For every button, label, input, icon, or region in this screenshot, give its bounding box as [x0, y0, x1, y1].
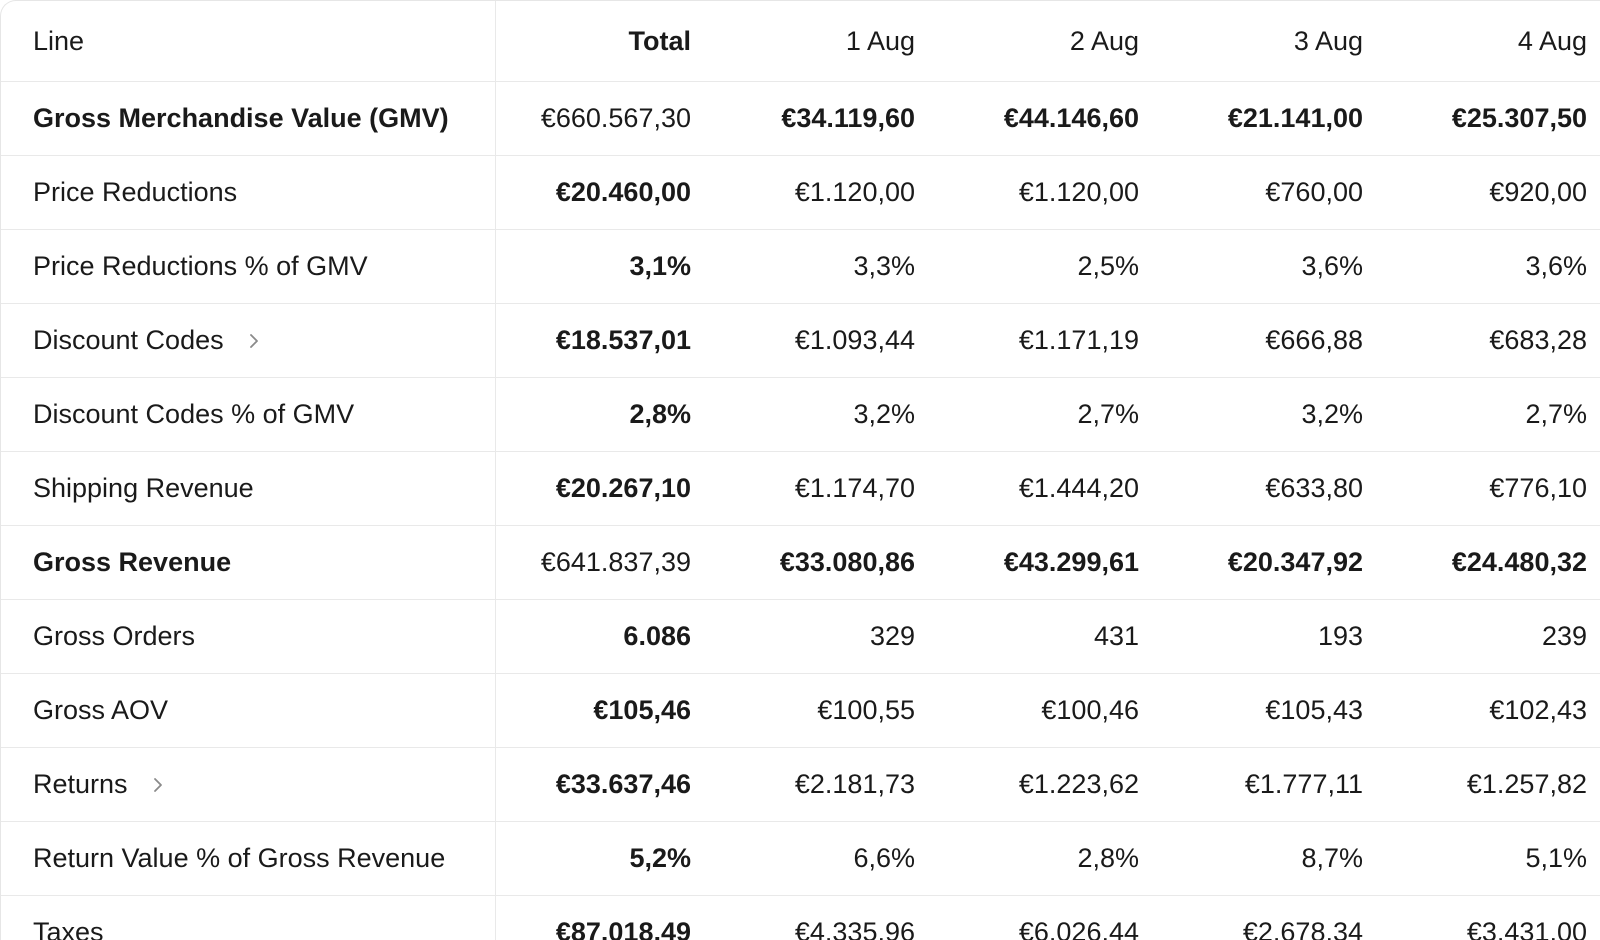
row-label-cell[interactable]: Returns: [1, 747, 496, 822]
row-total: €660.567,30: [495, 81, 719, 156]
row-total: €18.537,01: [495, 303, 719, 378]
row-day-value: €2.678,34: [1167, 895, 1391, 940]
row-total: 5,2%: [495, 821, 719, 896]
row-day-value: €102,43: [1391, 673, 1600, 748]
row-day-value: 3,2%: [1167, 377, 1391, 452]
row-day-value: €760,00: [1167, 155, 1391, 230]
column-header-day[interactable]: 3 Aug: [1167, 1, 1391, 82]
row-label: Price Reductions % of GMV: [1, 229, 496, 304]
row-day-value: 3,2%: [719, 377, 943, 452]
row-label: Shipping Revenue: [1, 451, 496, 526]
row-day-value: €1.444,20: [943, 451, 1167, 526]
row-total: €87.018,49: [495, 895, 719, 940]
table-row-gross-revenue: Gross Revenue €641.837,39 €33.080,86 €43…: [1, 525, 1600, 600]
table-row-price-reductions-pct: Price Reductions % of GMV 3,1% 3,3% 2,5%…: [1, 229, 1600, 304]
row-label: Gross Merchandise Value (GMV): [1, 81, 496, 156]
row-day-value: 6,6%: [719, 821, 943, 896]
table-row-shipping-revenue: Shipping Revenue €20.267,10 €1.174,70 €1…: [1, 451, 1600, 526]
row-label: Gross Revenue: [1, 525, 496, 600]
row-total: €20.460,00: [495, 155, 719, 230]
table-row-discount-codes[interactable]: Discount Codes €18.537,01 €1.093,44 €1.1…: [1, 303, 1600, 378]
row-day-value: €666,88: [1167, 303, 1391, 378]
row-total: 6.086: [495, 599, 719, 674]
column-header-line[interactable]: Line: [1, 1, 496, 82]
row-day-value: 3,6%: [1391, 229, 1600, 304]
table-row-returns[interactable]: Returns €33.637,46 €2.181,73 €1.223,62 €…: [1, 747, 1600, 822]
row-day-value: €4.335,96: [719, 895, 943, 940]
row-day-value: 2,7%: [943, 377, 1167, 452]
row-day-value: €633,80: [1167, 451, 1391, 526]
row-day-value: 2,7%: [1391, 377, 1600, 452]
row-day-value: 2,8%: [943, 821, 1167, 896]
row-total: €20.267,10: [495, 451, 719, 526]
row-total: €105,46: [495, 673, 719, 748]
row-day-value: 5,1%: [1391, 821, 1600, 896]
row-label: Returns: [33, 769, 128, 799]
row-day-value: 2,5%: [943, 229, 1167, 304]
row-day-value: €920,00: [1391, 155, 1600, 230]
row-day-value: €25.307,50: [1391, 81, 1600, 156]
row-label: Gross AOV: [1, 673, 496, 748]
row-label-cell[interactable]: Discount Codes: [1, 303, 496, 378]
row-day-value: 3,6%: [1167, 229, 1391, 304]
row-day-value: 8,7%: [1167, 821, 1391, 896]
row-day-value: €100,46: [943, 673, 1167, 748]
table-row-price-reductions: Price Reductions €20.460,00 €1.120,00 €1…: [1, 155, 1600, 230]
row-day-value: €1.223,62: [943, 747, 1167, 822]
table-row-gross-orders: Gross Orders 6.086 329 431 193 239: [1, 599, 1600, 674]
row-total: 2,8%: [495, 377, 719, 452]
row-day-value: €20.347,92: [1167, 525, 1391, 600]
chevron-right-icon[interactable]: [148, 775, 168, 795]
table-row-return-value-pct: Return Value % of Gross Revenue 5,2% 6,6…: [1, 821, 1600, 896]
row-label: Discount Codes % of GMV: [1, 377, 496, 452]
row-day-value: €44.146,60: [943, 81, 1167, 156]
row-label-wrap: Returns: [33, 769, 168, 800]
table-row-discount-codes-pct: Discount Codes % of GMV 2,8% 3,2% 2,7% 3…: [1, 377, 1600, 452]
row-total: €641.837,39: [495, 525, 719, 600]
row-day-value: €1.777,11: [1167, 747, 1391, 822]
table-row-gross-aov: Gross AOV €105,46 €100,55 €100,46 €105,4…: [1, 673, 1600, 748]
table-row-gmv: Gross Merchandise Value (GMV) €660.567,3…: [1, 81, 1600, 156]
row-day-value: €1.120,00: [943, 155, 1167, 230]
row-total: €33.637,46: [495, 747, 719, 822]
row-total: 3,1%: [495, 229, 719, 304]
column-header-total[interactable]: Total: [495, 1, 719, 82]
table-row-taxes: Taxes €87.018,49 €4.335,96 €6.026,44 €2.…: [1, 895, 1600, 940]
row-day-value: €43.299,61: [943, 525, 1167, 600]
chevron-right-icon[interactable]: [244, 331, 264, 351]
row-day-value: €3.431,00: [1391, 895, 1600, 940]
row-day-value: 431: [943, 599, 1167, 674]
row-day-value: €105,43: [1167, 673, 1391, 748]
column-header-day[interactable]: 1 Aug: [719, 1, 943, 82]
row-day-value: €683,28: [1391, 303, 1600, 378]
row-day-value: 239: [1391, 599, 1600, 674]
row-day-value: 3,3%: [719, 229, 943, 304]
row-day-value: €776,10: [1391, 451, 1600, 526]
row-day-value: €1.093,44: [719, 303, 943, 378]
row-day-value: 193: [1167, 599, 1391, 674]
row-label: Discount Codes: [33, 325, 224, 355]
row-label: Taxes: [1, 895, 496, 940]
row-day-value: €34.119,60: [719, 81, 943, 156]
row-day-value: 329: [719, 599, 943, 674]
row-day-value: €6.026,44: [943, 895, 1167, 940]
row-label: Gross Orders: [1, 599, 496, 674]
row-day-value: €1.171,19: [943, 303, 1167, 378]
row-day-value: €24.480,32: [1391, 525, 1600, 600]
row-day-value: €2.181,73: [719, 747, 943, 822]
table-header-row: Line Total 1 Aug 2 Aug 3 Aug 4 Aug: [1, 1, 1600, 82]
row-label: Return Value % of Gross Revenue: [1, 821, 496, 896]
row-day-value: €1.120,00: [719, 155, 943, 230]
row-day-value: €33.080,86: [719, 525, 943, 600]
row-label: Price Reductions: [1, 155, 496, 230]
column-header-day[interactable]: 2 Aug: [943, 1, 1167, 82]
row-day-value: €1.257,82: [1391, 747, 1600, 822]
row-label-wrap: Discount Codes: [33, 325, 264, 356]
row-day-value: €21.141,00: [1167, 81, 1391, 156]
row-day-value: €1.174,70: [719, 451, 943, 526]
column-header-day[interactable]: 4 Aug: [1391, 1, 1600, 82]
row-day-value: €100,55: [719, 673, 943, 748]
